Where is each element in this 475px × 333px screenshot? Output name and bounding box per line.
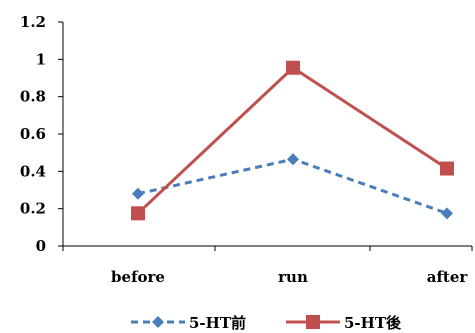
x-tick-label: after	[427, 268, 469, 286]
y-tick-label: 1.2	[20, 13, 46, 31]
y-tick-label: 1	[36, 50, 46, 68]
data-point	[132, 187, 144, 200]
data-point	[441, 207, 453, 220]
x-tick-label: before	[111, 268, 165, 286]
legend-item: 5-HT前	[131, 314, 246, 332]
legend-marker	[152, 316, 164, 328]
legend-marker	[306, 315, 320, 329]
x-axis-ticks: before run after	[62, 246, 473, 286]
legend-label: 5-HT後	[344, 314, 402, 332]
legend-label: 5-HT前	[189, 314, 246, 332]
data-point	[131, 206, 145, 221]
legend-item: 5-HT後	[286, 314, 402, 332]
data-point	[440, 161, 454, 176]
y-axis-ticks: 0 0.2 0.4 0.6 0.8 1 1.2	[20, 13, 63, 255]
series-line	[137, 157, 448, 215]
series-line	[136, 65, 448, 215]
legend: 5-HT前 5-HT後	[131, 314, 402, 332]
y-tick-label: 0.8	[20, 88, 46, 106]
series-1	[132, 153, 453, 220]
series-layer	[131, 60, 454, 221]
series-2	[131, 60, 454, 221]
y-tick-label: 0.4	[20, 162, 46, 180]
x-tick-label: run	[278, 268, 308, 286]
data-point	[286, 60, 300, 75]
data-point	[287, 153, 299, 166]
y-tick-label: 0	[36, 237, 46, 255]
y-tick-label: 0.6	[20, 125, 46, 143]
y-tick-label: 0.2	[20, 200, 46, 218]
